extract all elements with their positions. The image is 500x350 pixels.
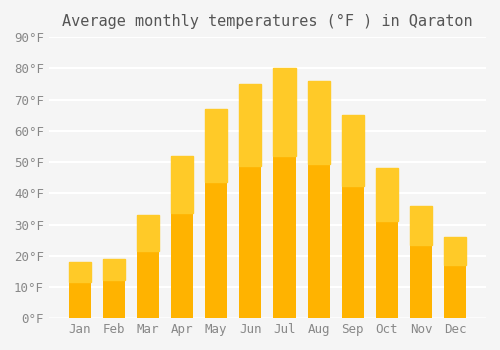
Bar [137, 215, 159, 318]
Bar [205, 109, 228, 182]
Bar [410, 206, 432, 245]
Bar [240, 84, 262, 166]
Bar [274, 68, 295, 318]
Bar [103, 259, 125, 280]
Bar [171, 156, 193, 318]
Bar [376, 168, 398, 221]
Bar [308, 81, 330, 318]
Bar [342, 115, 364, 186]
Bar [410, 206, 432, 318]
Bar [342, 115, 364, 318]
Bar [103, 259, 125, 318]
Bar [68, 262, 91, 282]
Bar [137, 215, 159, 251]
Bar [171, 156, 193, 213]
Bar [205, 109, 228, 318]
Title: Average monthly temperatures (°F ) in Qaraton: Average monthly temperatures (°F ) in Qa… [62, 14, 472, 29]
Bar [376, 168, 398, 318]
Bar [308, 81, 330, 164]
Bar [274, 68, 295, 156]
Bar [444, 237, 466, 318]
Bar [444, 237, 466, 265]
Bar [240, 84, 262, 318]
Bar [68, 262, 91, 318]
